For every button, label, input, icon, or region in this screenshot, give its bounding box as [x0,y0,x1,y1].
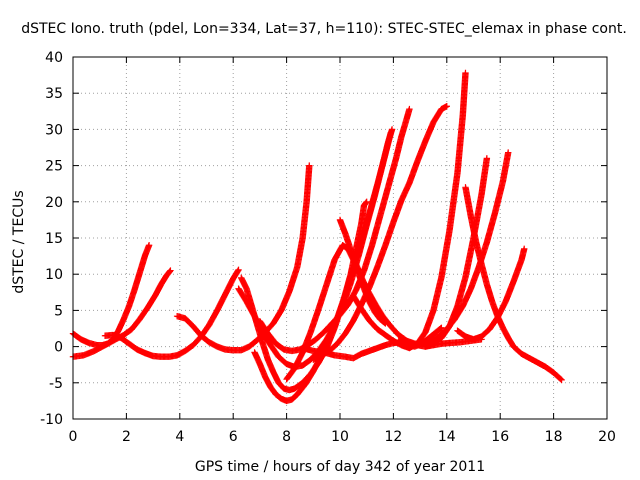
x-tick-label: 12 [384,429,402,445]
y-tick-label: -10 [40,412,63,428]
data-point [235,266,242,274]
data-point [557,375,564,383]
y-tick-label: 25 [45,159,63,175]
data-point [438,324,445,331]
y-tick-label: 40 [45,50,63,66]
y-tick-label: 30 [45,122,63,138]
x-tick-label: 4 [175,429,184,445]
y-tick-label: 20 [45,195,63,211]
data-point [406,105,413,113]
grid [73,57,607,419]
data-point [362,199,370,206]
data-point [145,242,153,249]
data-point [437,325,444,332]
data-point [167,267,174,274]
x-tick-label: 16 [491,429,509,445]
plot-area [69,69,565,405]
y-tick-label: 35 [45,86,63,102]
y-tick-label: -5 [49,376,63,392]
data-point [483,155,491,162]
series-2 [69,267,174,360]
x-tick-label: 2 [122,429,131,445]
x-tick-label: 14 [438,429,456,445]
y-tick-label: 15 [45,231,63,247]
y-tick-label: 10 [45,267,63,283]
series-13 [350,69,469,352]
x-tick-label: 0 [69,429,78,445]
data-point [388,126,396,133]
x-tick-label: 8 [282,429,291,445]
data-point [387,129,394,137]
x-tick-label: 20 [598,429,616,445]
series-16 [462,184,565,384]
axes: 0 2 4 6 8 10 12 14 16 18 20 -10 -5 0 5 10 15 20 25 30 35 40 [40,50,616,445]
data-point [462,69,469,77]
x-tick-label: 6 [229,429,238,445]
y-tick-label: 5 [54,303,63,319]
data-point [306,162,313,169]
data-point [363,198,370,205]
series-14 [395,324,445,350]
x-tick-label: 10 [331,429,349,445]
series-8 [256,105,413,355]
series-7 [251,129,394,405]
series-11 [310,103,450,363]
chart-title: dSTEC Iono. truth (pdel, Lon=334, Lat=37… [21,21,627,37]
data-point [166,268,173,275]
series-17 [454,245,528,343]
data-point [558,376,565,384]
data-point [505,149,512,156]
data-point [443,103,450,110]
x-tick-label: 18 [545,429,563,445]
y-tick-label: 0 [54,340,63,356]
x-axis-title: GPS time / hours of day 342 of year 2011 [195,459,485,475]
y-axis-title: dSTEC / TECUs [11,190,27,293]
series-4 [173,162,313,354]
data-point [521,245,528,253]
